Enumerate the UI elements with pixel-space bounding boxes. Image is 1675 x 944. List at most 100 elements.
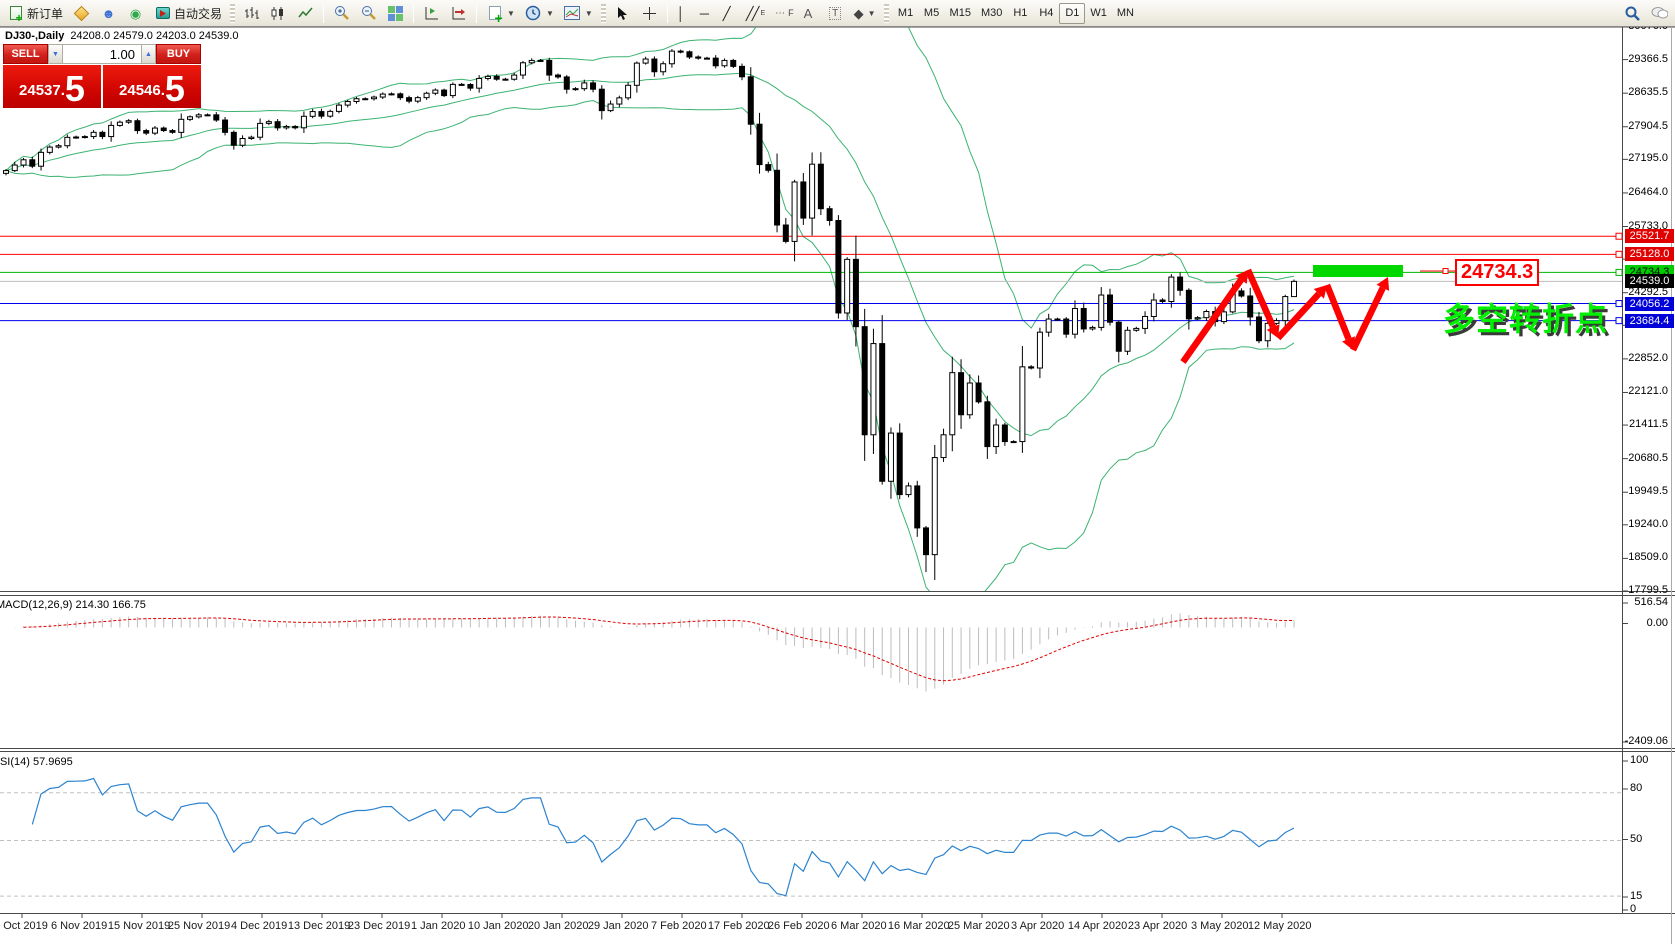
volume-increase-button[interactable]: ▲ [141,44,156,64]
rsi-pane [0,777,1622,897]
tf-button-MN[interactable]: MN [1116,7,1134,19]
macd-tick-label: -2409.06 [1624,735,1668,747]
arrows-button[interactable]: ◆ ▼ [850,3,880,24]
price-tick-label: 27195.0 [1628,152,1668,165]
level-annotation-label[interactable]: 24734.3 [1455,259,1540,286]
channel-button[interactable]: ╱╱ E [745,5,766,21]
template-icon [564,5,581,22]
horizontal-level-lines [0,232,1623,325]
price-tick-label: 25733.0 [1628,219,1668,232]
one-click-trading-widget: SELL ▼ ▲ BUY 24537.5 24546.5 [3,44,201,108]
highlight-zone-rect[interactable] [1313,265,1403,277]
zoom-in-button[interactable] [329,3,354,24]
rsi-tick-label: 15 [1630,890,1643,902]
horizontal-line-icon: ─ [699,5,710,21]
tf-button-M15[interactable]: M15 [949,7,971,19]
rsi-line [31,777,1295,897]
main-toolbar: + 新订单 ☻ ◉ 自动交易 + ▼ ▼ ▼ [0,0,1675,27]
price-tick-label: 19240.0 [1628,517,1668,530]
level-price-label: 24056.2 [1625,296,1674,311]
sell-button[interactable]: SELL [3,44,48,64]
candle-chart-icon [270,5,287,22]
buy-price-display[interactable]: 24546. 5 [103,65,201,108]
bollinger-bands [5,27,1295,591]
text-label-icon: T [827,5,844,22]
price-tick-label: 19949.5 [1628,485,1668,498]
chart-shift-icon [450,5,467,22]
tf-button-W1[interactable]: W1 [1090,7,1107,19]
trendline-button[interactable]: ╱ [719,3,740,24]
tf-button-M30[interactable]: M30 [980,7,1003,19]
autoscroll-button[interactable] [419,3,444,24]
line-chart-button[interactable] [293,3,318,24]
macd-tick-label: 0.00 [1646,616,1668,629]
candle-chart-button[interactable] [266,3,291,24]
autotrading-label: 自动交易 [174,6,223,21]
bar-chart-button[interactable] [239,3,264,24]
zoom-in-icon [333,5,350,22]
price-tick-label: 17799.5 [1628,584,1668,596]
gold-icon [73,5,90,22]
cursor-icon [614,5,631,22]
autotrading-button[interactable]: 自动交易 [150,3,226,24]
macd-tick-label: 516.54 [1634,596,1668,608]
toolbar-separator [323,3,325,23]
autotrading-icon [154,5,171,22]
zoom-out-icon [360,5,377,22]
date-label: 4 Dec 2019 [231,920,288,932]
date-label: 15 Nov 2019 [107,920,171,932]
buy-button[interactable]: BUY [156,44,201,64]
dropdown-arrow-icon: ▼ [545,8,554,18]
text-label-button[interactable]: T [823,3,848,24]
crosshair-icon [641,5,658,22]
templates-button[interactable]: ▼ [560,3,597,24]
tile-windows-button[interactable] [383,3,408,24]
turning-point-annotation[interactable]: 多空转折点 [1443,301,1609,337]
macd-histogram [14,613,1295,692]
price-tick-label: 27904.5 [1628,119,1668,132]
sell-price-main: 24537 [19,82,61,99]
text-button[interactable]: A [800,3,821,24]
price-tick-label: 28635.5 [1628,86,1668,99]
volume-input[interactable] [63,45,141,63]
tf-button-H4[interactable]: H4 [1039,7,1054,19]
zoom-out-button[interactable] [356,3,381,24]
gold-button[interactable] [69,3,94,24]
trader-icon: ☻ [101,5,116,21]
fibonacci-button[interactable]: ⋯ F [771,3,798,24]
price-tick-label: 22852.0 [1628,351,1668,364]
tf-button-M5[interactable]: M5 [923,7,940,19]
tf-button-D1[interactable]: D1 [1059,2,1086,24]
zigzag-annotation[interactable] [1180,268,1390,364]
arrows-icon: ◆ [853,5,864,21]
horizontal-line-button[interactable]: ─ [696,3,717,24]
new-order-button[interactable]: + 新订单 [3,3,67,24]
tf-button-H1[interactable]: H1 [1013,7,1028,19]
toolbar-separator [600,3,606,23]
volume-decrease-button[interactable]: ▼ [48,44,63,64]
cursor-button[interactable] [610,3,635,24]
price-tick-label: 26464.0 [1628,185,1668,198]
tf-button-M1[interactable]: M1 [897,7,914,19]
date-label: 7 Feb 2020 [651,920,707,932]
date-label: 1 Jan 2020 [411,920,466,932]
sell-price-display[interactable]: 24537. 5 [3,65,101,108]
date-label: 14 Apr 2020 [1067,920,1128,932]
signals-button[interactable]: ◉ [123,3,148,24]
indicators-button[interactable]: + ▼ [482,3,519,25]
crosshair-button[interactable] [637,3,662,24]
trader-button[interactable]: ☻ [96,3,121,24]
trendline-icon: ╱ [722,5,731,21]
date-label: 3 Apr 2020 [1011,920,1065,932]
vertical-line-button[interactable]: │ [673,3,694,24]
line-chart-icon [297,5,314,22]
chart-shift-button[interactable] [446,3,471,24]
callout-anchor [1442,268,1449,274]
toolbar-separator [413,3,415,23]
chat-button[interactable] [1647,3,1672,24]
search-button[interactable] [1620,3,1645,24]
periods-button[interactable]: ▼ [521,3,558,24]
rsi-tick-label: 0 [1630,903,1637,915]
clock-icon [525,5,542,22]
